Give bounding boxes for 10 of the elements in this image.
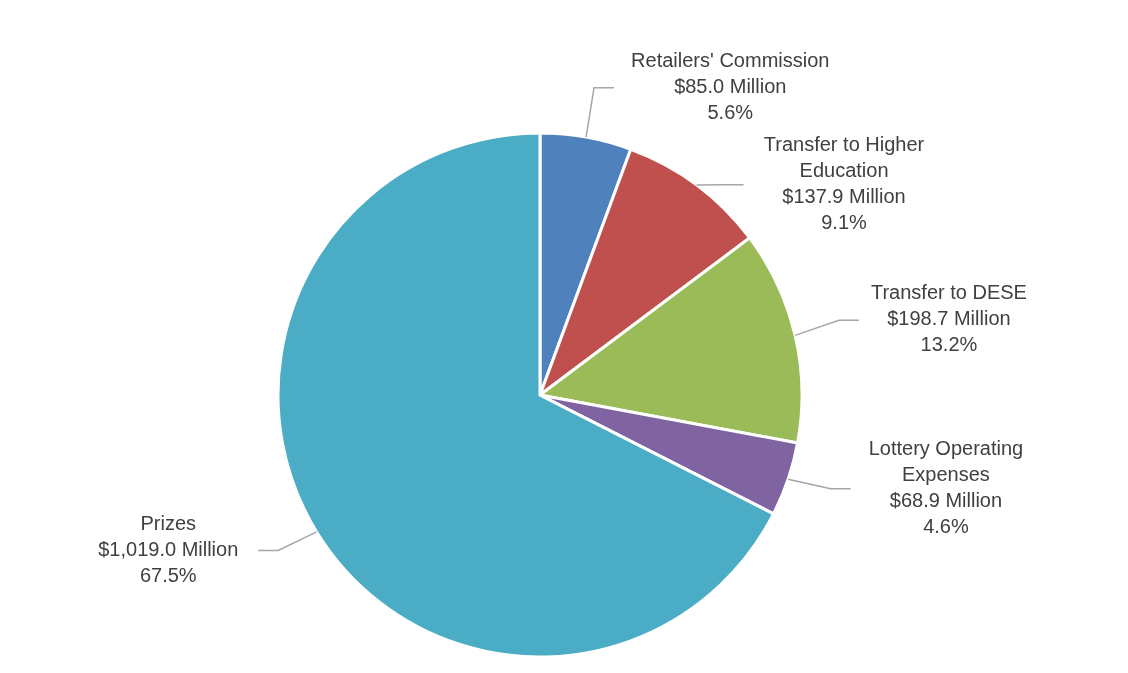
data-label: $1,019.0 Million 67.5% xyxy=(98,537,239,586)
slice-label: Prizes xyxy=(140,511,197,534)
data-label: $137.9 Million 9.1% xyxy=(782,185,906,234)
data-label: $68.9 Million 4.6% xyxy=(889,489,1003,538)
slice-label: Lottery Operating Expenses xyxy=(868,437,1024,486)
data-label: $85.0 Million 5.6% xyxy=(674,75,787,124)
data-label: $198.7 Million 13.2% xyxy=(887,307,1011,356)
slice-label: Transfer to Higher Education xyxy=(763,133,925,182)
slice-label: Retailers' Commission xyxy=(631,49,830,72)
slice-label: Transfer to DESE xyxy=(870,281,1027,304)
